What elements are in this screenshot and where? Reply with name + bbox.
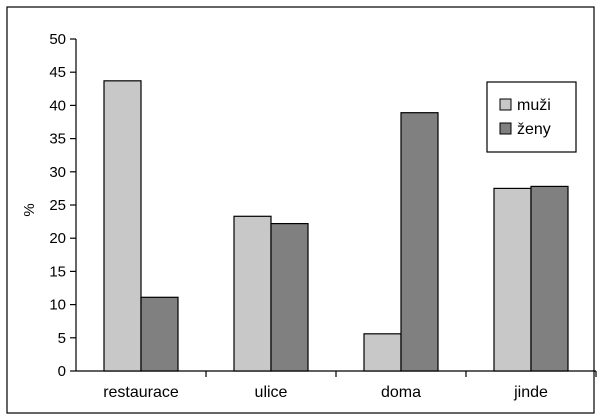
y-tick-label: 35 — [49, 131, 66, 148]
x-tick-label: ulice — [255, 384, 288, 401]
bar — [363, 333, 402, 372]
x-tick-label: restaurace — [103, 384, 179, 401]
bar — [530, 185, 569, 372]
bar — [400, 112, 439, 372]
bar — [493, 187, 532, 372]
legend-swatch — [499, 122, 512, 135]
y-tick-label: 45 — [49, 64, 66, 81]
y-axis-label: % — [21, 203, 38, 216]
legend-label: ženy — [517, 121, 551, 138]
y-tick-label: 40 — [49, 97, 66, 114]
y-tick-label: 0 — [58, 363, 66, 380]
legend-box — [486, 81, 577, 153]
legend: muži ženy — [486, 81, 577, 153]
y-tick-label: 20 — [49, 230, 66, 247]
x-tick-label: doma — [381, 384, 421, 401]
y-tick-label: 30 — [49, 164, 66, 181]
y-tick-label: 15 — [49, 263, 66, 280]
bar — [233, 215, 272, 372]
y-tick-label: 10 — [49, 297, 66, 314]
x-tick-label: jinde — [513, 384, 548, 401]
bar — [270, 222, 309, 372]
y-tick-label: 5 — [58, 330, 66, 347]
y-tick-label: 25 — [49, 197, 66, 214]
legend-swatch — [499, 98, 512, 111]
bar — [140, 296, 179, 372]
plot-area: 0 5 10 15 20 25 30 35 40 45 50 restaurace ulice doma j… — [49, 31, 597, 401]
y-tick-label: 50 — [49, 31, 66, 48]
bar — [103, 80, 142, 372]
legend-label: muži — [517, 97, 551, 114]
